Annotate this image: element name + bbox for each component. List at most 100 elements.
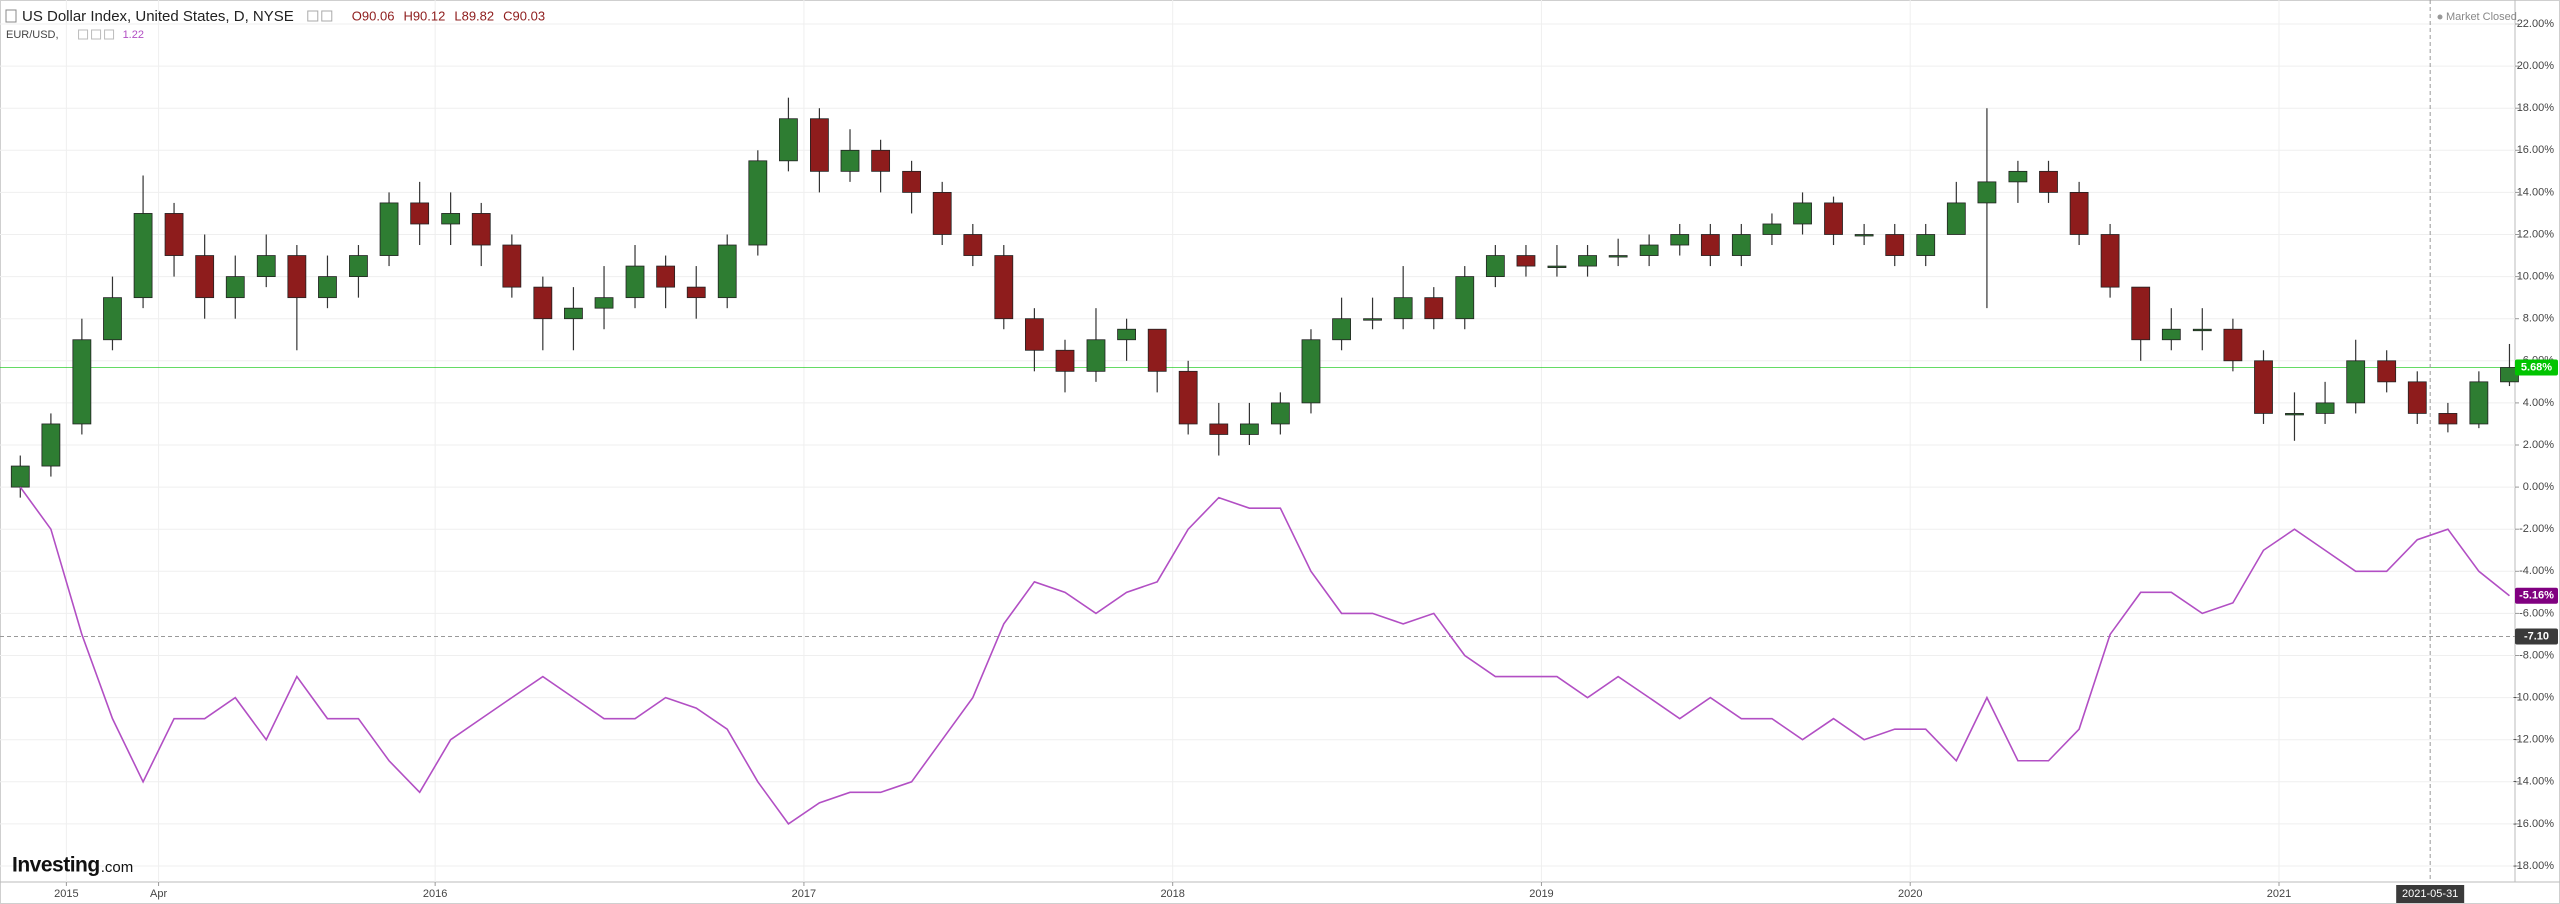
legend-ohlc: O90.06 bbox=[352, 8, 395, 23]
y-tick-label: 14.00% bbox=[2517, 186, 2555, 198]
price-label-box bbox=[2515, 359, 2558, 376]
status-dot bbox=[2437, 14, 2443, 20]
logo-suffix: .com bbox=[101, 859, 134, 876]
crosshair-x-label-box bbox=[2396, 885, 2465, 903]
x-tick-label: 2017 bbox=[792, 888, 816, 900]
candle-body bbox=[1824, 202, 1843, 235]
y-tick-label: 18.00% bbox=[2517, 102, 2555, 114]
y-tick-label: 8.00% bbox=[2523, 313, 2554, 325]
candle-body bbox=[72, 339, 92, 425]
candle-body bbox=[1270, 402, 1290, 425]
crosshair-y-label-box bbox=[2515, 628, 2558, 645]
candle-body bbox=[1055, 349, 1075, 372]
y-tick-label: -10.00% bbox=[2513, 692, 2554, 704]
candle-body bbox=[594, 297, 614, 309]
candle-body bbox=[1700, 234, 1720, 256]
candle-body bbox=[379, 202, 399, 256]
candle-body bbox=[1516, 255, 1536, 267]
candle-body bbox=[1178, 370, 1198, 425]
y-tick-label: -14.00% bbox=[2513, 776, 2554, 788]
legend-button bbox=[104, 29, 115, 40]
y-tick-label: 0.00% bbox=[2523, 481, 2554, 493]
candle-body bbox=[1547, 265, 1567, 268]
x-tick-label: Apr bbox=[150, 888, 167, 900]
candle-body bbox=[2254, 360, 2273, 414]
candle-body bbox=[164, 213, 184, 256]
candle-body bbox=[810, 118, 829, 172]
candle-body bbox=[1762, 223, 1782, 235]
candle-body bbox=[1793, 202, 1812, 225]
candle-body bbox=[2131, 286, 2151, 341]
y-tick-label: 20.00% bbox=[2517, 60, 2555, 72]
legend-ohlc: H90.12 bbox=[403, 8, 445, 23]
candle-body bbox=[564, 307, 583, 320]
y-tick-label: -6.00% bbox=[2519, 607, 2554, 619]
candle-body bbox=[256, 255, 276, 277]
candle-body bbox=[840, 149, 860, 172]
candle-body bbox=[1147, 328, 1167, 372]
candle-body bbox=[2346, 360, 2366, 404]
candle-body bbox=[1885, 234, 1905, 256]
line-series bbox=[19, 486, 2510, 825]
x-tick-label: 2016 bbox=[423, 888, 447, 900]
candle-body bbox=[2192, 328, 2212, 332]
candle-body bbox=[1639, 244, 1659, 256]
candle-body bbox=[1977, 181, 1997, 204]
candle-body bbox=[686, 286, 706, 299]
candle-body bbox=[287, 255, 307, 299]
y-tick-label: 2.00% bbox=[2523, 439, 2554, 451]
candle-body bbox=[225, 276, 245, 299]
market-status: Market Closed bbox=[2446, 11, 2517, 23]
candle-body bbox=[471, 213, 491, 246]
x-tick-label: 2021 bbox=[2267, 888, 2291, 900]
legend-series: EUR/USD, bbox=[6, 29, 59, 41]
x-tick-label: 2019 bbox=[1529, 888, 1553, 900]
candle-body bbox=[133, 213, 153, 299]
candle-body bbox=[717, 244, 737, 299]
candle-body bbox=[195, 255, 215, 299]
candle-body bbox=[2069, 191, 2089, 235]
candle-body bbox=[2469, 381, 2489, 425]
y-tick-label: -8.00% bbox=[2519, 649, 2554, 661]
candle-body bbox=[2315, 402, 2335, 414]
candle-body bbox=[2285, 413, 2304, 416]
candle-body bbox=[1485, 255, 1505, 277]
x-tick-label: 2020 bbox=[1898, 888, 1922, 900]
candle-body bbox=[1332, 318, 1351, 341]
logo-name: Investing bbox=[12, 854, 100, 877]
candle-body bbox=[748, 160, 768, 246]
candle-body bbox=[502, 244, 522, 288]
candle-body bbox=[318, 276, 337, 299]
candle-body bbox=[871, 149, 891, 172]
candle-body bbox=[1393, 297, 1413, 320]
candle-body bbox=[902, 170, 921, 193]
candle-body bbox=[1578, 255, 1597, 267]
legend-button bbox=[78, 29, 89, 40]
candle-body bbox=[625, 265, 645, 299]
legend-ohlc: C90.03 bbox=[503, 8, 545, 23]
candle-body bbox=[2223, 328, 2243, 362]
legend-series-value: 1.22 bbox=[123, 29, 144, 41]
candle-body bbox=[41, 423, 61, 467]
candle-body bbox=[1854, 234, 1874, 237]
candle-body bbox=[103, 297, 122, 341]
candle-body bbox=[533, 286, 553, 320]
y-tick-label: -18.00% bbox=[2513, 860, 2554, 872]
candle-body bbox=[2161, 328, 2181, 341]
y-tick-label: 12.00% bbox=[2517, 228, 2555, 240]
y-tick-label: 22.00% bbox=[2517, 18, 2555, 30]
candle-body bbox=[963, 234, 983, 256]
legend-button bbox=[321, 10, 333, 22]
candle-body bbox=[1946, 202, 1966, 235]
candle-body bbox=[1086, 339, 1106, 372]
candle-body bbox=[1239, 423, 1259, 435]
candle-body bbox=[2377, 360, 2397, 383]
crosshair-x-label: 2021-05-31 bbox=[2402, 888, 2458, 900]
candle-body bbox=[349, 255, 368, 277]
candle-body bbox=[1608, 255, 1628, 258]
legend-button bbox=[91, 29, 102, 40]
candle-body bbox=[2407, 381, 2427, 414]
x-tick-label: 2018 bbox=[1160, 888, 1184, 900]
y-tick-label: -12.00% bbox=[2513, 734, 2554, 746]
